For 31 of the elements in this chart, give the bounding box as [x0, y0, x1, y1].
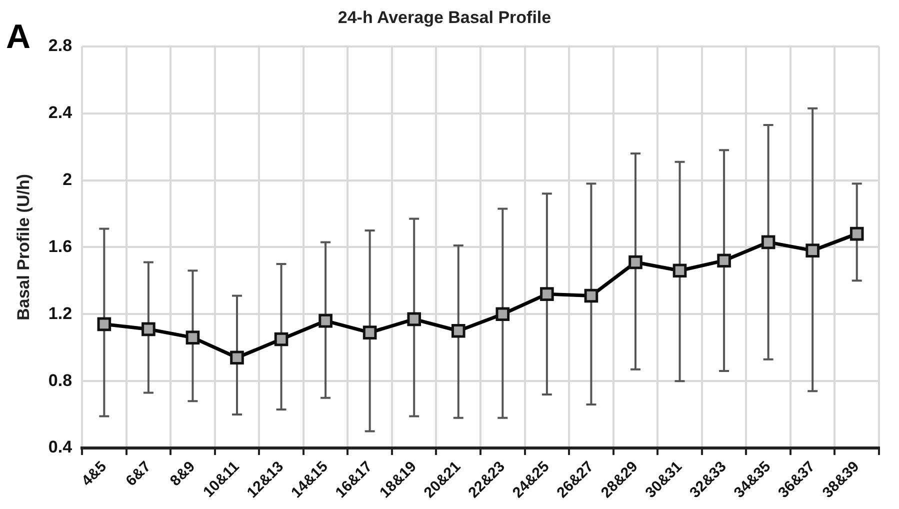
point: [540, 287, 554, 301]
y-tick-label: 0.4: [48, 438, 73, 457]
point: [451, 324, 466, 338]
y-tick-label: 2.8: [48, 36, 72, 56]
point: [761, 235, 776, 250]
point: [186, 330, 200, 344]
point: [806, 244, 820, 258]
y-tick-label: 1.6: [48, 236, 72, 256]
x-tick-label: 8&9: [166, 458, 198, 490]
x-tick-label: 6&7: [122, 458, 154, 490]
y-tick-label: 2.4: [48, 103, 73, 122]
point: [274, 332, 288, 346]
point: [850, 226, 864, 241]
point: [628, 255, 642, 270]
point: [318, 314, 332, 328]
y-tick-label: 2: [62, 170, 72, 189]
text: A: [6, 18, 31, 57]
point: [717, 254, 731, 268]
point: [584, 288, 598, 303]
point: [362, 326, 377, 340]
y-tick-label: 1.2: [48, 304, 72, 323]
point: [230, 350, 244, 365]
x-tick-label: 4&5: [78, 458, 110, 490]
point: [407, 312, 422, 326]
point: [496, 307, 510, 322]
point: [672, 264, 687, 278]
chart-title: 24-h Average Basal Profile: [338, 8, 552, 27]
y-tick-label: 0.8: [48, 370, 72, 390]
point: [142, 322, 156, 336]
point: [97, 317, 112, 332]
y-axis-title: Basal Profile (U/h): [14, 174, 33, 320]
